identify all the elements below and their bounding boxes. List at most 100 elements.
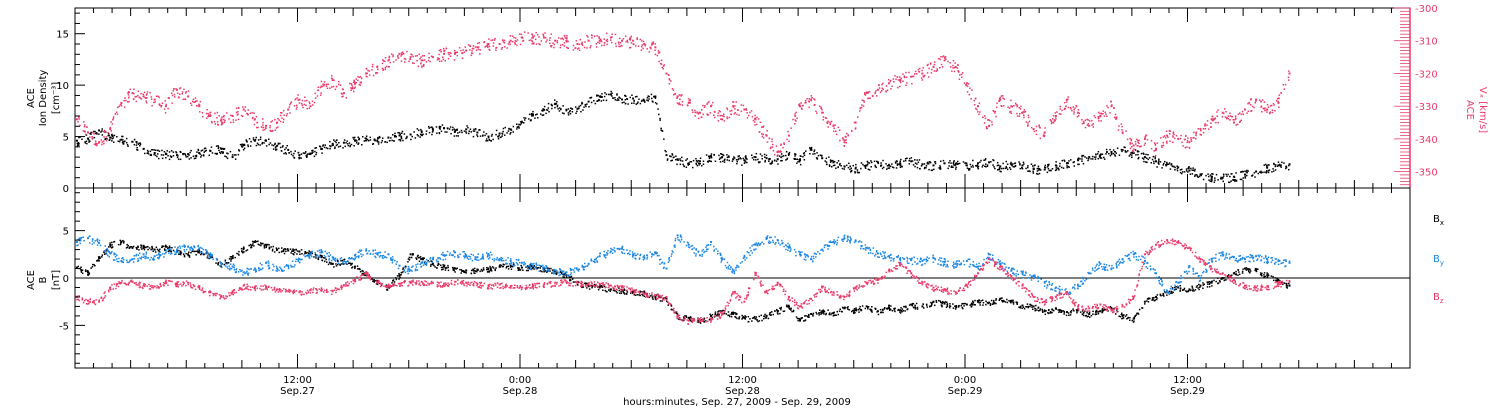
velocity-sample	[1234, 117, 1237, 119]
density-sample	[871, 161, 873, 164]
bx-sample	[198, 252, 201, 254]
velocity-point	[265, 124, 267, 127]
density-sample	[546, 109, 549, 111]
velocity-sample	[289, 102, 292, 105]
bx-sample	[253, 245, 255, 247]
bx-sample	[790, 307, 792, 310]
bx-sample	[417, 257, 419, 259]
density-sample	[1137, 150, 1140, 153]
density-sample	[1032, 172, 1035, 174]
density-sample	[579, 104, 582, 107]
bx-sample	[502, 265, 504, 268]
density-sample	[210, 146, 213, 148]
bx-sample	[308, 250, 310, 252]
density-sample	[1280, 166, 1282, 168]
density-sample	[310, 152, 312, 154]
density-sample	[193, 157, 196, 160]
velocity-sample	[484, 46, 486, 48]
bx-sample	[914, 304, 916, 307]
bx-sample	[224, 259, 227, 261]
bx-sample	[722, 309, 724, 312]
bx-sample	[1132, 321, 1135, 323]
velocity-sample	[723, 113, 725, 115]
density-sample	[305, 155, 307, 157]
density-sample	[149, 150, 152, 153]
velocity-sample	[119, 103, 122, 106]
density-sample	[692, 159, 695, 162]
velocity-sample	[219, 119, 222, 122]
density-sample	[403, 133, 406, 135]
density-sample	[1037, 167, 1040, 170]
density-sample	[421, 134, 423, 137]
density-sample	[532, 113, 534, 115]
density-sample	[450, 132, 452, 135]
velocity-sample	[1269, 105, 1272, 107]
velocity-sample	[861, 104, 863, 106]
density-sample	[490, 135, 493, 137]
bx-sample	[771, 311, 773, 313]
density-sample	[950, 162, 952, 164]
density-sample	[764, 159, 766, 162]
bx-sample	[755, 316, 758, 318]
velocity-sample	[110, 121, 112, 123]
density-sample	[1185, 168, 1188, 170]
density-sample	[736, 160, 738, 163]
bx-point	[754, 317, 757, 320]
velocity-sample	[857, 116, 859, 118]
velocity-sample	[660, 63, 663, 65]
velocity-sample	[1121, 125, 1123, 128]
density-sample	[374, 139, 376, 142]
density-sample	[1081, 154, 1083, 157]
velocity-sample	[1195, 132, 1197, 135]
density-sample	[952, 166, 954, 168]
density-sample	[1100, 153, 1102, 155]
velocity-sample	[495, 49, 497, 51]
density-sample	[1207, 173, 1209, 175]
bx-sample	[223, 263, 226, 266]
bx-sample	[489, 265, 491, 268]
velocity-sample	[733, 113, 736, 115]
density-sample	[600, 100, 603, 102]
velocity-sample	[1278, 94, 1281, 96]
density-sample	[1136, 150, 1139, 153]
velocity-sample	[734, 111, 737, 114]
velocity-sample	[1263, 108, 1266, 110]
density-sample	[226, 157, 229, 160]
velocity-sample	[566, 46, 568, 49]
density-sample	[669, 155, 671, 157]
bx-sample	[254, 240, 257, 242]
bx-sample	[1067, 312, 1070, 314]
density-sample	[958, 162, 961, 165]
density-sample	[138, 142, 140, 144]
density-sample	[604, 92, 606, 94]
velocity-point	[1199, 128, 1202, 131]
velocity-sample	[1081, 122, 1084, 125]
velocity-sample	[905, 71, 907, 74]
density-sample	[881, 167, 884, 170]
velocity-point	[1232, 121, 1235, 124]
density-sample	[1057, 167, 1059, 169]
density-point	[1088, 156, 1091, 159]
bx-sample	[1133, 317, 1136, 320]
density-sample	[506, 132, 508, 134]
bx-sample	[136, 248, 138, 250]
velocity-sample	[679, 103, 682, 106]
velocity-sample	[591, 34, 593, 37]
density-sample	[849, 165, 851, 168]
velocity-sample	[1100, 120, 1102, 122]
bx-sample	[501, 265, 504, 268]
velocity-sample	[323, 83, 326, 86]
velocity-sample	[859, 110, 861, 112]
velocity-sample	[738, 114, 740, 116]
bx-sample	[1126, 318, 1128, 320]
bx-sample	[675, 312, 677, 314]
velocity-sample	[522, 39, 525, 42]
density-sample	[1273, 170, 1275, 172]
velocity-sample	[1027, 122, 1029, 124]
density-sample	[1066, 165, 1068, 167]
density-sample	[1124, 146, 1126, 149]
density-sample	[651, 100, 654, 102]
velocity-sample	[282, 109, 285, 112]
density-sample	[121, 141, 124, 144]
velocity-sample	[692, 111, 694, 113]
